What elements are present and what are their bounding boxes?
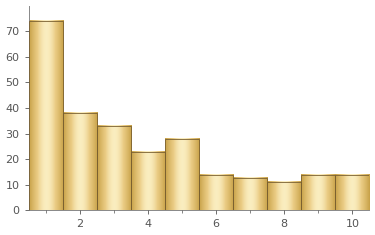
Bar [199,175,233,210]
Bar [267,182,301,210]
Bar [233,178,267,210]
Bar [301,175,335,210]
Bar [97,126,131,210]
Bar [131,152,165,210]
Bar [29,21,63,210]
Bar [335,175,369,210]
Bar [165,139,199,210]
Bar [63,113,97,210]
